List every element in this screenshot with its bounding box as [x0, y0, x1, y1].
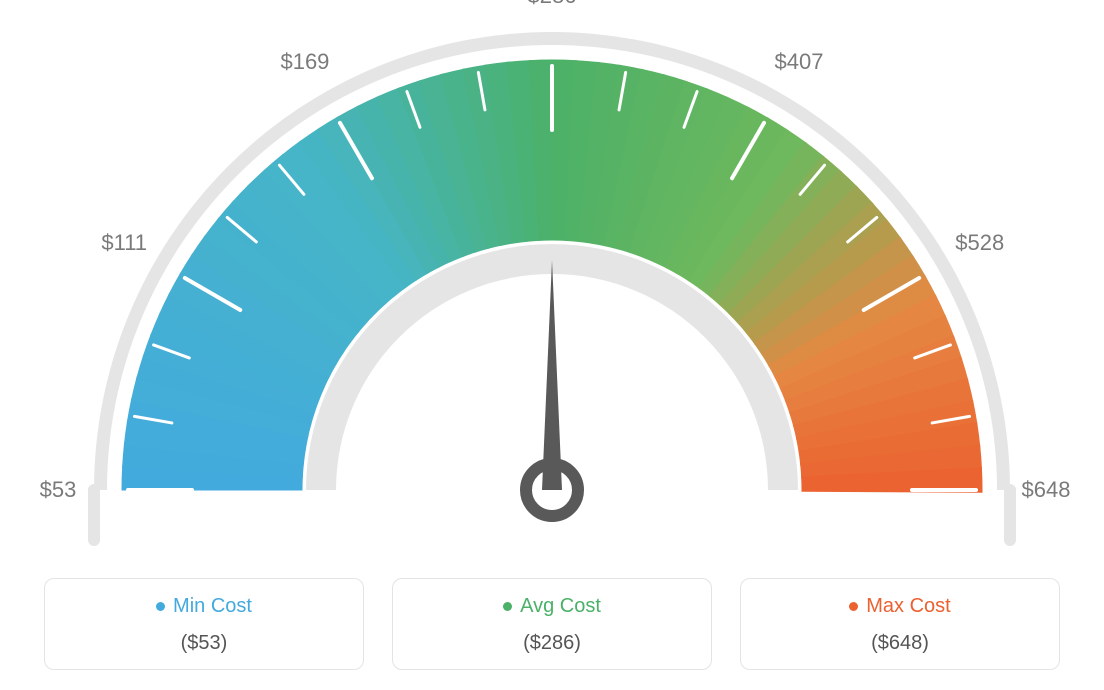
legend-card-max: Max Cost ($648): [740, 578, 1060, 670]
legend-value: ($286): [403, 632, 701, 655]
legend-title-text: Avg Cost: [520, 595, 601, 618]
gauge-tick-label: $53: [40, 477, 77, 503]
gauge-tick-label: $169: [280, 49, 329, 75]
gauge-tick-label: $648: [1022, 477, 1071, 503]
dot-icon: [156, 602, 165, 611]
gauge-tick-label: $111: [101, 230, 147, 256]
legend-value: ($53): [55, 632, 353, 655]
gauge-tick-label: $286: [528, 0, 577, 9]
legend-card-avg: Avg Cost ($286): [392, 578, 712, 670]
legend-row: Min Cost ($53) Avg Cost ($286) Max Cost …: [0, 578, 1104, 670]
cost-gauge: $53 $111 $169 $286 $407 $528 $648: [0, 0, 1104, 560]
legend-value: ($648): [751, 632, 1049, 655]
legend-title-text: Max Cost: [866, 595, 950, 618]
legend-card-min: Min Cost ($53): [44, 578, 364, 670]
dot-icon: [849, 602, 858, 611]
gauge-tick-label: $528: [955, 230, 1004, 256]
dot-icon: [503, 602, 512, 611]
gauge-tick-label: $407: [775, 49, 824, 75]
legend-title-text: Min Cost: [173, 595, 252, 618]
